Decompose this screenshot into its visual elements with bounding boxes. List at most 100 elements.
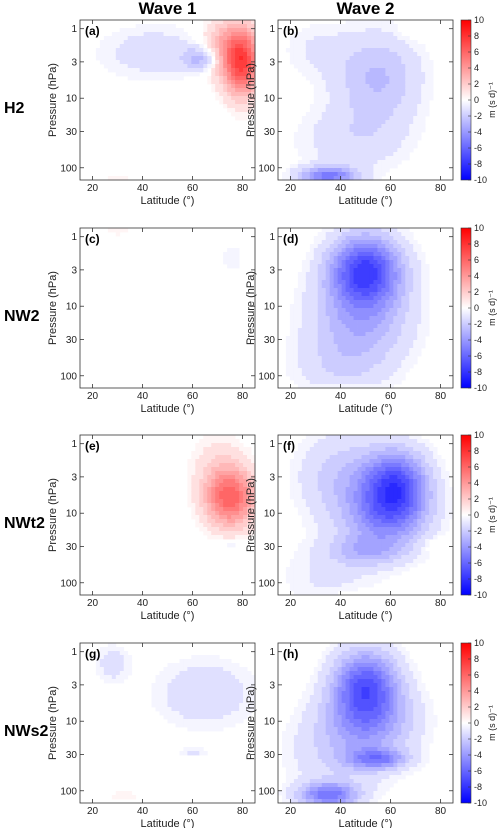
row-label-nws2: NWs2 [4, 723, 49, 740]
heatmap-cell [191, 451, 196, 456]
heatmap-cell [211, 439, 216, 444]
heatmap-cell [437, 483, 442, 488]
heatmap-cell [361, 268, 366, 273]
heatmap-cell [417, 120, 422, 125]
heatmap-cell [329, 491, 335, 496]
heatmap-cell [297, 128, 303, 133]
heatmap-cell [293, 344, 299, 349]
heatmap-cell [115, 40, 121, 45]
heatmap-cell [385, 288, 390, 293]
heatmap-cell [413, 80, 418, 85]
heatmap-cell [305, 579, 311, 584]
heatmap-cell [353, 567, 358, 572]
heatmap-cell [313, 451, 319, 456]
heatmap-cell [231, 435, 236, 440]
heatmap-cell [207, 24, 212, 29]
heatmap-cell [247, 40, 252, 45]
heatmap-cell [409, 475, 414, 480]
heatmap-cell [373, 471, 378, 476]
heatmap-cell [321, 292, 327, 297]
heatmap-cell [417, 531, 422, 536]
heatmap-cell [219, 467, 224, 472]
heatmap-cell [417, 499, 422, 504]
heatmap-cell [421, 551, 426, 556]
heatmap-cell [183, 40, 188, 45]
heatmap-cell [377, 232, 382, 237]
heatmap-cell [297, 547, 303, 552]
heatmap-cell [215, 483, 220, 488]
heatmap-cell [353, 360, 358, 365]
heatmap-cell [373, 455, 378, 460]
heatmap-cell [119, 176, 125, 181]
heatmap-cell [405, 487, 410, 492]
heatmap-cell [413, 551, 418, 556]
heatmap-cell [373, 463, 378, 468]
heatmap-cell [409, 519, 414, 524]
heatmap-cell [341, 240, 347, 245]
heatmap-cell [309, 547, 315, 552]
heatmap-cell [413, 128, 418, 133]
heatmap-cell [401, 332, 406, 337]
heatmap-cell [313, 587, 319, 592]
heatmap-cell [333, 28, 339, 33]
heatmap-cell [333, 447, 339, 452]
heatmap-cell [321, 471, 327, 476]
heatmap-cell [325, 24, 331, 29]
heatmap-cell [409, 308, 414, 313]
heatmap-cell [337, 324, 343, 329]
heatmap-cell [397, 284, 402, 289]
heatmap-cell [183, 32, 188, 37]
heatmap-cell [425, 52, 430, 57]
heatmap-cell [377, 148, 382, 153]
heatmap-cell [365, 56, 370, 61]
heatmap-cell [409, 439, 414, 444]
heatmap-cell [293, 364, 299, 369]
heatmap-cell [377, 376, 382, 381]
heatmap-cell [377, 64, 382, 69]
heatmap-cell [345, 20, 350, 25]
heatmap-cell [223, 52, 228, 57]
heatmap-cell [329, 36, 335, 41]
heatmap-cell [397, 495, 402, 500]
heatmap-cell [211, 487, 216, 492]
heatmap-cell [243, 36, 248, 41]
heatmap-cell [329, 551, 335, 556]
heatmap-cell [393, 352, 398, 357]
heatmap-cell [345, 240, 350, 245]
heatmap-cell [337, 100, 343, 105]
heatmap-cell [301, 328, 307, 333]
heatmap-cell [309, 491, 315, 496]
heatmap-cell [317, 84, 323, 89]
heatmap-cell [357, 336, 362, 341]
heatmap-cell [373, 515, 378, 520]
heatmap-cell [301, 567, 307, 572]
heatmap-cell [421, 451, 426, 456]
heatmap-cell [297, 368, 303, 373]
heatmap-cell [413, 88, 418, 93]
heatmap-cell [309, 455, 315, 460]
heatmap-cell [313, 136, 319, 141]
heatmap-cell [195, 495, 200, 500]
heatmap-cell [397, 360, 402, 365]
heatmap-cell [297, 124, 303, 129]
heatmap-cell [417, 116, 422, 121]
heatmap-cell [405, 527, 410, 532]
heatmap-cell [321, 559, 327, 564]
heatmap-cell [247, 20, 252, 25]
heatmap-cell [409, 547, 414, 552]
heatmap-cell [203, 24, 208, 29]
heatmap-cell [317, 575, 323, 580]
heatmap-cell [309, 483, 315, 488]
row-label-nw2: NW2 [4, 308, 40, 325]
heatmap-cell [297, 495, 303, 500]
heatmap-cell [317, 455, 323, 460]
heatmap-cell [321, 264, 327, 269]
heatmap-cell [377, 168, 382, 173]
heatmap-cell [365, 244, 370, 249]
heatmap-cell [345, 364, 350, 369]
heatmap-cell [313, 272, 319, 277]
heatmap-cell [417, 348, 422, 353]
heatmap-cell [405, 300, 410, 305]
heatmap-cell [143, 56, 149, 61]
heatmap-cell [251, 24, 256, 29]
